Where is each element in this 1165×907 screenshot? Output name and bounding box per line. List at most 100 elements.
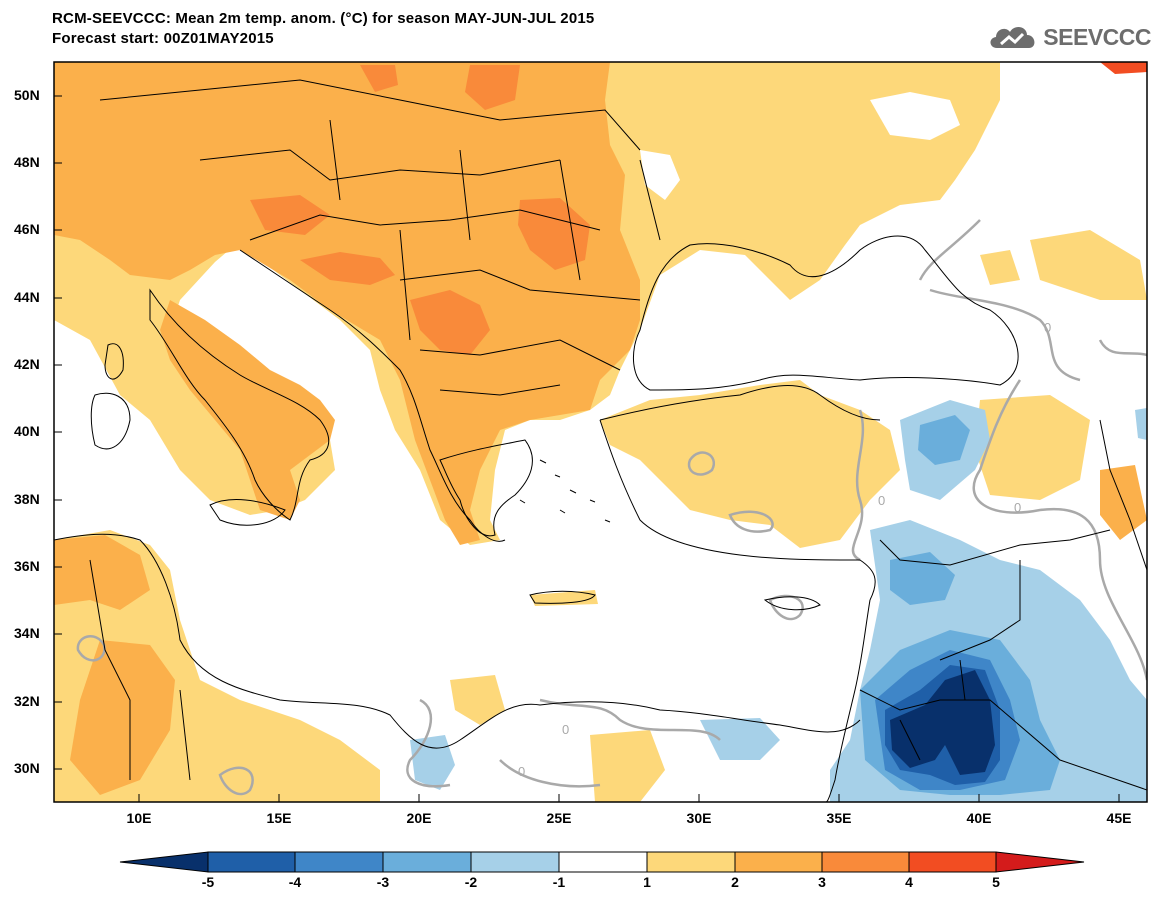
levant-coast <box>825 599 871 802</box>
colorbar-label: -2 <box>464 874 478 890</box>
anomaly-region-pos3-romania <box>518 198 590 270</box>
contour-line <box>406 698 451 788</box>
corsica-coast <box>104 343 124 380</box>
lat-label: 34N <box>14 625 40 641</box>
country-border <box>199 149 561 181</box>
adriatic-coast <box>239 249 506 542</box>
country-border <box>1099 419 1147 571</box>
contour-label: 0 <box>1044 320 1051 335</box>
greece-coast <box>439 439 533 537</box>
lat-label: 46N <box>14 221 40 237</box>
contour-label: 0 <box>878 493 885 508</box>
cloud-logo-icon <box>990 26 1035 48</box>
anomaly-region-neg5-jordan <box>890 670 995 775</box>
coastlines-borders <box>54 79 1147 802</box>
lon-label: 30E <box>686 810 712 826</box>
colorbar-label: 2 <box>731 874 739 890</box>
colorbar-cell <box>734 851 823 873</box>
lon-label: 40E <box>966 810 992 826</box>
contour-label: 0 <box>1014 500 1021 515</box>
anomaly-region-pos4-russia <box>1100 62 1147 74</box>
country-border <box>99 79 641 151</box>
no-anomaly-region-crimea <box>640 150 680 200</box>
black-sea-coast <box>632 235 1019 391</box>
lon-label: 20E <box>406 810 432 826</box>
contour-line <box>218 766 254 796</box>
colorbar-cell <box>558 851 648 873</box>
colorbar-label: -5 <box>201 874 215 890</box>
colorbar-label: 3 <box>818 874 826 890</box>
country-border <box>329 119 661 341</box>
anomaly-region-pos1-anatolia <box>600 380 900 548</box>
colorbar-cell <box>294 851 384 873</box>
north-africa-coast <box>54 533 861 749</box>
colorbar-cell <box>995 851 1085 873</box>
anomaly-region-pos1-caspian <box>980 250 1020 285</box>
lon-label: 10E <box>126 810 152 826</box>
lat-label: 42N <box>14 356 40 372</box>
contour-line <box>728 510 774 533</box>
anomaly-region-pos1-crete <box>530 590 598 606</box>
anomaly-region-pos3-serbia <box>410 290 490 355</box>
country-border <box>89 559 191 781</box>
sardinia-coast <box>90 392 131 450</box>
country-border <box>249 209 601 241</box>
lat-label: 48N <box>14 154 40 170</box>
contour-line <box>972 379 1147 681</box>
colorbar-label: 4 <box>905 874 913 890</box>
anomaly-region-neg1-iran-north <box>1135 408 1147 440</box>
country-border <box>439 384 561 396</box>
lat-label: 32N <box>14 693 40 709</box>
lon-label: 25E <box>546 810 572 826</box>
no-anomaly-region-ukraine <box>870 92 960 140</box>
colorbar-label: 1 <box>643 874 651 890</box>
aegean-islands <box>519 459 611 523</box>
contour-line <box>687 451 716 476</box>
map-canvas: 0 0 0 0 0 <box>54 62 1147 802</box>
lon-label: 35E <box>826 810 852 826</box>
anomaly-region-pos2-greece <box>400 360 505 545</box>
lon-label: 15E <box>266 810 292 826</box>
lat-label: 38N <box>14 491 40 507</box>
logo-text: SEEVCCC <box>1043 23 1151 50</box>
lat-ticks <box>54 95 62 770</box>
anomaly-region-pos2-algeria <box>70 640 175 795</box>
lon-ticks <box>138 794 1120 802</box>
contour-line <box>918 219 1081 382</box>
contour-line <box>1098 339 1147 357</box>
anomaly-region-pos3-ukraine-north <box>360 65 398 92</box>
colorbar <box>119 851 1085 873</box>
country-border <box>419 339 621 371</box>
lat-label: 44N <box>14 289 40 305</box>
turkey-coast <box>599 385 881 601</box>
country-border <box>899 659 966 761</box>
contour-line <box>768 594 804 621</box>
anomaly-region-pos1-georgia <box>1030 230 1147 300</box>
colorbar-label: -4 <box>288 874 302 890</box>
anomaly-region-neg1-libya <box>410 735 455 790</box>
lat-label: 50N <box>14 87 40 103</box>
country-border <box>399 269 641 301</box>
crete-coast <box>529 590 596 604</box>
map-title: RCM-SEEVCCC: Mean 2m temp. anom. (°C) fo… <box>52 10 595 27</box>
colorbar-cell <box>207 851 296 873</box>
seevccc-logo: SEEVCCC <box>987 20 1151 54</box>
cyprus-coast <box>763 596 821 611</box>
contour-labels: 0 0 0 0 0 <box>518 320 1051 779</box>
colorbar-cell <box>119 851 209 873</box>
lat-label: 36N <box>14 558 40 574</box>
anomaly-region-neg1-nile-delta <box>700 718 780 760</box>
contour-line <box>499 759 601 788</box>
lat-label: 30N <box>14 760 40 776</box>
lat-label: 40N <box>14 423 40 439</box>
anomaly-region-pos3-austria <box>250 195 330 235</box>
anomaly-region-pos3-croatia <box>300 252 395 285</box>
contour-label: 0 <box>562 722 569 737</box>
colorbar-label: 5 <box>992 874 1000 890</box>
anomaly-region-pos1-egypt <box>590 730 665 802</box>
anomaly-region-pos2-tunisia <box>54 535 150 610</box>
anomaly-region-neg2-turkey-east <box>918 415 970 465</box>
anomaly-region-neg2-syria <box>890 552 955 605</box>
colorbar-label: -1 <box>552 874 566 890</box>
